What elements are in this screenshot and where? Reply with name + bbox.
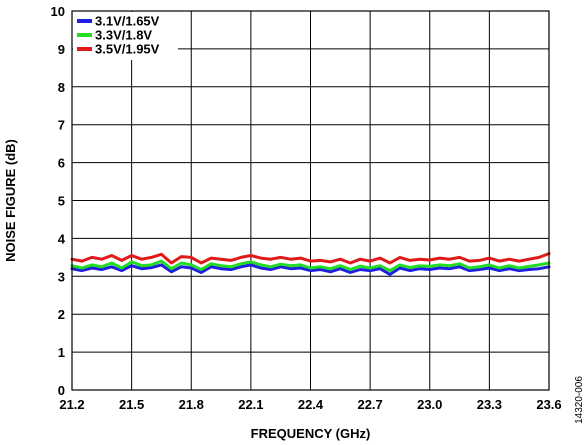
y-tick-label: 5	[58, 194, 65, 209]
x-tick-labels: 21.2 21.5 21.8 22.1 22.4 22.7 23.0 23.3 23.6	[59, 397, 561, 412]
x-tick-label: 21.2	[59, 397, 84, 412]
x-tick-label: 23.6	[536, 397, 561, 412]
y-tick-label: 7	[58, 118, 65, 133]
x-axis-title: FREQUENCY (GHz)	[251, 426, 371, 441]
x-tick-label: 21.8	[179, 397, 204, 412]
legend-label: 3.3V/1.8V	[95, 28, 152, 43]
x-tick-label: 23.0	[417, 397, 442, 412]
y-tick-label: 3	[58, 269, 65, 284]
x-tick-label: 22.7	[357, 397, 382, 412]
plot-frame	[71, 10, 550, 391]
x-tick-label: 21.5	[119, 397, 144, 412]
legend-label: 3.5V/1.95V	[95, 42, 160, 57]
x-tick-label: 22.1	[238, 397, 263, 412]
y-tick-label: 10	[51, 4, 65, 19]
y-tick-label: 8	[58, 80, 65, 95]
grid	[71, 10, 550, 391]
series-line-3	[70, 252, 551, 265]
y-tick-label: 4	[58, 231, 66, 246]
y-tick-label: 9	[58, 42, 65, 57]
figure-id: 14320-006	[574, 376, 585, 424]
series-line-1	[70, 263, 551, 276]
y-tick-label: 6	[58, 156, 65, 171]
series-lines	[70, 252, 551, 276]
series-line-2	[70, 259, 551, 273]
x-tick-label: 22.4	[298, 397, 324, 412]
legend-label: 3.1V/1.65V	[95, 14, 160, 29]
y-tick-label: 1	[58, 345, 65, 360]
y-tick-label: 2	[58, 307, 65, 322]
y-tick-labels: 0 1 2 3 4 5 6 7 8 9 10	[51, 4, 66, 398]
x-tick-label: 23.3	[477, 397, 502, 412]
y-axis-title: NOISE FIGURE (dB)	[3, 139, 18, 262]
y-tick-label: 0	[58, 383, 65, 398]
